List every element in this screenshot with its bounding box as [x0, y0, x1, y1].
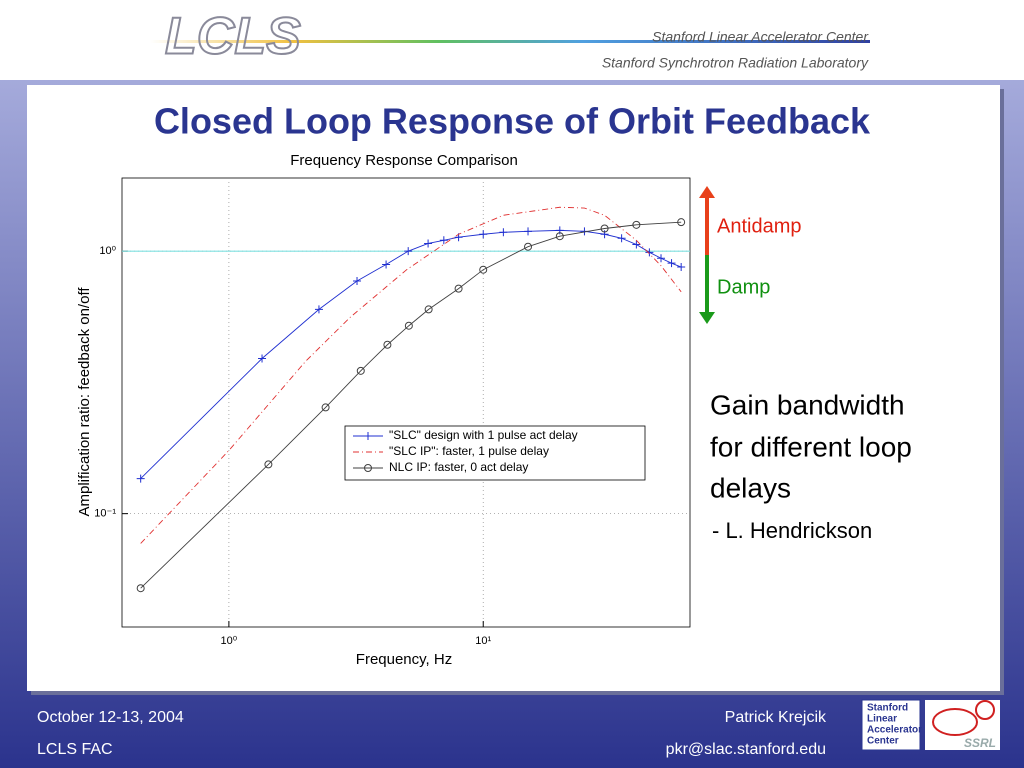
side-text: delays	[710, 472, 791, 503]
logo-text: Center	[867, 736, 899, 747]
credit: - L. Hendrickson	[712, 518, 872, 543]
marker	[657, 254, 666, 263]
marker	[632, 240, 641, 249]
logo-box	[925, 700, 1000, 750]
logo-box	[861, 699, 921, 751]
marker	[479, 265, 488, 274]
marker	[499, 228, 508, 237]
marker	[404, 247, 413, 256]
logo-text: Linear	[867, 714, 897, 725]
marker	[424, 305, 433, 314]
logo-text: Stanford	[867, 703, 908, 714]
legend-marker	[364, 432, 372, 440]
annotation: Damp	[717, 276, 770, 298]
marker	[383, 340, 392, 349]
footer-text: pkr@slac.stanford.edu	[666, 741, 826, 758]
legend-label: "SLC IP": faster, 1 pulse delay	[389, 444, 549, 458]
marker	[600, 224, 609, 233]
marker	[677, 218, 686, 227]
x-tick-label: 10⁰	[221, 635, 238, 647]
marker	[555, 232, 564, 241]
logo-ring	[975, 700, 995, 720]
marker	[524, 227, 533, 236]
y-tick-label: 10⁰	[99, 245, 116, 257]
y-tick-label: 10⁻¹	[94, 508, 116, 520]
series-line	[140, 221, 682, 589]
marker	[136, 474, 145, 483]
marker	[356, 366, 365, 375]
marker	[524, 242, 533, 251]
arrow-head	[699, 186, 715, 198]
arrow-head	[699, 312, 715, 324]
side-text: Gain bandwidth	[710, 389, 905, 420]
legend-label: NLC IP: faster, 0 act delay	[389, 460, 528, 474]
slide-title: Closed Loop Response of Orbit Feedback	[154, 101, 871, 142]
marker	[404, 321, 413, 330]
legend-marker	[364, 464, 372, 472]
org: Stanford Synchrotron Radiation Laborator…	[602, 55, 869, 71]
legend-label: "SLC" design with 1 pulse act delay	[389, 428, 578, 442]
marker	[645, 248, 654, 257]
plot-area	[121, 177, 691, 628]
marker	[454, 284, 463, 293]
chart-title: Frequency Response Comparison	[290, 152, 518, 169]
logo: LCLS	[165, 8, 301, 66]
marker	[677, 263, 686, 272]
marker	[258, 354, 267, 363]
marker	[264, 460, 273, 469]
marker	[617, 234, 626, 243]
marker	[424, 239, 433, 248]
annotation: Antidamp	[717, 215, 802, 237]
x-axis-label: Frequency, Hz	[356, 651, 452, 668]
footer-text: October 12-13, 2004	[37, 709, 184, 726]
x-tick-label: 10¹	[475, 635, 491, 647]
marker	[382, 260, 391, 269]
marker	[667, 259, 676, 268]
marker	[314, 305, 323, 314]
footer-text: LCLS FAC	[37, 741, 113, 758]
y-axis-label: Amplification ratio: feedback on/off	[76, 287, 93, 517]
logo-text: Accelerator	[867, 725, 922, 736]
header-rule	[150, 40, 870, 43]
chart: Frequency Response Comparison Frequency,…	[76, 152, 691, 668]
org: Stanford Linear Accelerator Center	[652, 29, 869, 45]
footer-text: Patrick Krejcik	[725, 709, 827, 726]
marker	[439, 236, 448, 245]
marker	[353, 276, 362, 285]
marker	[632, 220, 641, 229]
marker	[321, 403, 330, 412]
marker	[479, 230, 488, 239]
marker	[136, 584, 145, 593]
side-text: for different loop	[710, 431, 912, 462]
legend	[344, 425, 646, 481]
series-line	[140, 206, 682, 544]
logo-ring	[932, 708, 978, 736]
logo-text: SSRL	[964, 736, 996, 750]
